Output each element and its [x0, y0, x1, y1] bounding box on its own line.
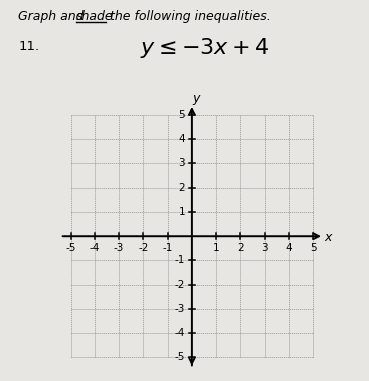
- Text: 11.: 11.: [18, 40, 39, 53]
- Text: 2: 2: [179, 183, 185, 193]
- Text: -3: -3: [114, 243, 124, 253]
- Text: 5: 5: [179, 110, 185, 120]
- Text: -5: -5: [65, 243, 76, 253]
- Text: -5: -5: [175, 352, 185, 362]
- Text: x: x: [325, 231, 332, 244]
- Text: 1: 1: [179, 207, 185, 217]
- Text: 3: 3: [261, 243, 268, 253]
- Text: 4: 4: [179, 134, 185, 144]
- Text: 4: 4: [286, 243, 292, 253]
- Text: 5: 5: [310, 243, 317, 253]
- Text: 3: 3: [179, 158, 185, 168]
- Text: -1: -1: [162, 243, 173, 253]
- Text: -1: -1: [175, 256, 185, 266]
- Text: $y \leq {-3x+4}$: $y \leq {-3x+4}$: [140, 36, 269, 60]
- Text: -2: -2: [175, 280, 185, 290]
- Text: -2: -2: [138, 243, 149, 253]
- Text: -3: -3: [175, 304, 185, 314]
- Text: -4: -4: [175, 328, 185, 338]
- Text: Graph and: Graph and: [18, 10, 88, 22]
- Text: y: y: [192, 92, 199, 105]
- Text: shade: shade: [76, 10, 113, 22]
- Text: 1: 1: [213, 243, 220, 253]
- Text: 2: 2: [237, 243, 244, 253]
- Text: -4: -4: [90, 243, 100, 253]
- Text: the following inequalities.: the following inequalities.: [106, 10, 271, 22]
